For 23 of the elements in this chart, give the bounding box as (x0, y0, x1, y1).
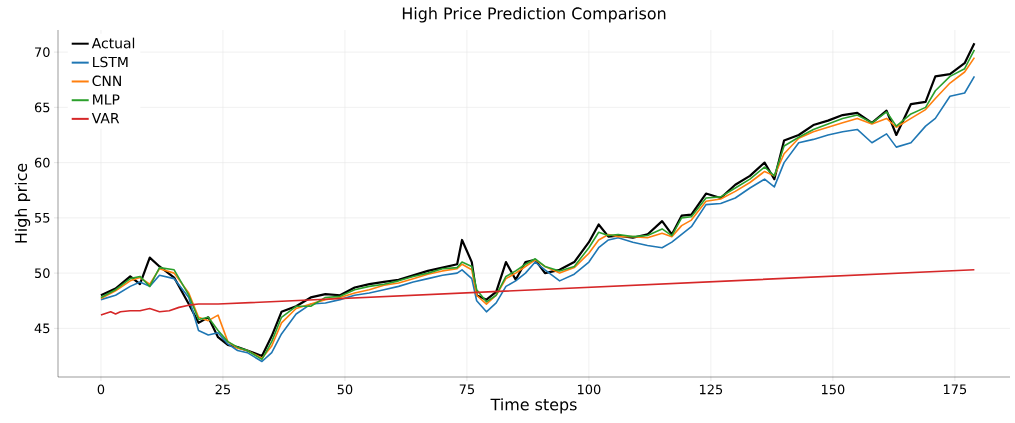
x-tick-label: 175 (943, 384, 967, 395)
x-tick-label: 75 (459, 384, 475, 395)
chart-title: High Price Prediction Comparison (402, 7, 666, 23)
y-tick-label: 50 (35, 268, 50, 279)
y-tick-label: 60 (34, 157, 50, 168)
legend-label: CNN (92, 75, 121, 87)
x-tick-label: 25 (215, 384, 231, 395)
x-tick-label: 100 (577, 384, 601, 395)
legend-label: MLP (93, 94, 120, 105)
legend-label: VAR (91, 113, 120, 124)
y-tick-label: 65 (34, 102, 50, 113)
legend-label: Actual (91, 37, 135, 49)
x-tick-label: 0 (97, 384, 105, 395)
y-tick-label: 45 (34, 323, 50, 334)
y-axis-title: High price (14, 163, 31, 243)
y-tick-label: 70 (35, 47, 50, 57)
x-tick-label: 150 (821, 384, 845, 395)
x-tick-label: 50 (337, 384, 353, 395)
x-tick-label: 125 (699, 384, 723, 395)
legend-label: LSTM (93, 56, 128, 68)
line-series (100, 269, 976, 316)
y-tick-label: 55 (35, 213, 50, 223)
x-axis-title: Time steps (490, 398, 577, 414)
